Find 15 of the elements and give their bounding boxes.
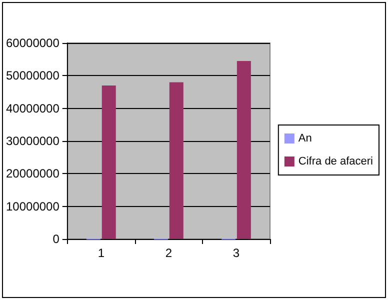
y-tick-label: 40000000 bbox=[6, 101, 60, 116]
bar bbox=[169, 82, 184, 239]
x-tick-label: 2 bbox=[165, 246, 172, 260]
y-tick-label: 20000000 bbox=[6, 166, 60, 181]
y-tick-label: 10000000 bbox=[6, 199, 60, 214]
y-tick-label: 50000000 bbox=[6, 68, 60, 83]
legend-label: Cifra de afaceri bbox=[298, 156, 374, 168]
x-tick-label: 3 bbox=[232, 246, 240, 260]
y-tick-label: 30000000 bbox=[6, 134, 60, 148]
bar bbox=[102, 85, 116, 239]
x-tick-label: 1 bbox=[98, 246, 105, 260]
legend-label: An bbox=[298, 132, 312, 144]
y-tick-label: 60000000 bbox=[6, 36, 60, 50]
y-tick-label: 0 bbox=[52, 232, 60, 246]
bar bbox=[236, 60, 251, 239]
